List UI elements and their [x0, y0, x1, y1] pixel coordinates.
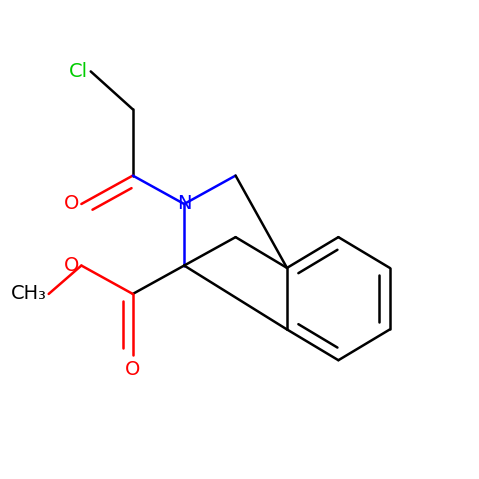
Text: O: O — [64, 194, 79, 214]
Text: CH₃: CH₃ — [11, 285, 46, 303]
Text: O: O — [125, 360, 140, 379]
Text: N: N — [177, 194, 192, 214]
Text: O: O — [64, 256, 79, 275]
Text: Cl: Cl — [69, 62, 89, 81]
